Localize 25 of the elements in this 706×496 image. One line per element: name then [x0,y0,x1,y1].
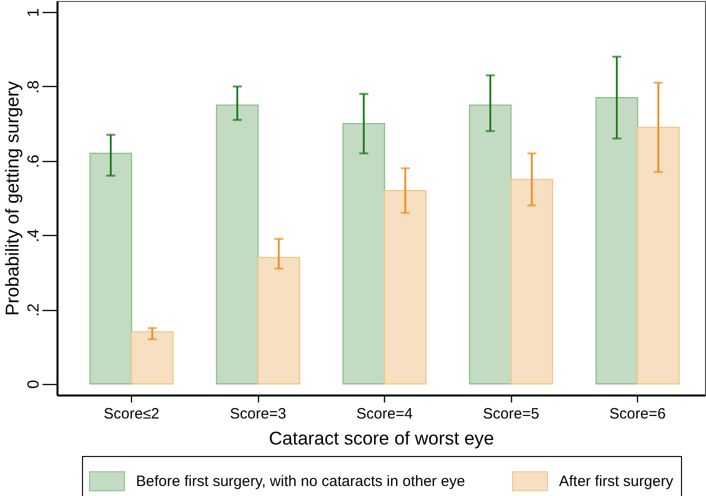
bar [130,331,174,384]
bar [510,178,554,384]
x-tick-label: Score=4 [356,406,413,422]
y-tick-label: 0 [26,380,42,389]
y-tick-label: .8 [26,80,42,94]
bar [257,256,300,384]
x-tick-label: Score=6 [609,406,666,422]
bar [384,190,427,384]
y-tick-label: .6 [26,154,42,168]
y-axis-title: Probability of getting surgery [2,80,22,316]
bar [468,104,512,384]
bar [636,126,680,384]
x-axis-title: Cataract score of worst eye [268,428,494,448]
bar [216,104,259,384]
x-tick-label: Score=5 [482,406,540,422]
x-tick-label: Score=3 [230,406,286,422]
bar [595,97,638,384]
y-tick-label: 1 [26,8,42,18]
legend-label: After first surgery [559,473,674,490]
y-tick-label: .2 [26,303,42,317]
bar [89,152,132,384]
y-tick-label: .4 [26,228,42,242]
bar [342,123,386,384]
legend-label: Before first surgery, with no cataracts in other eye [136,473,466,490]
x-tick-label: Score≤2 [104,406,160,422]
